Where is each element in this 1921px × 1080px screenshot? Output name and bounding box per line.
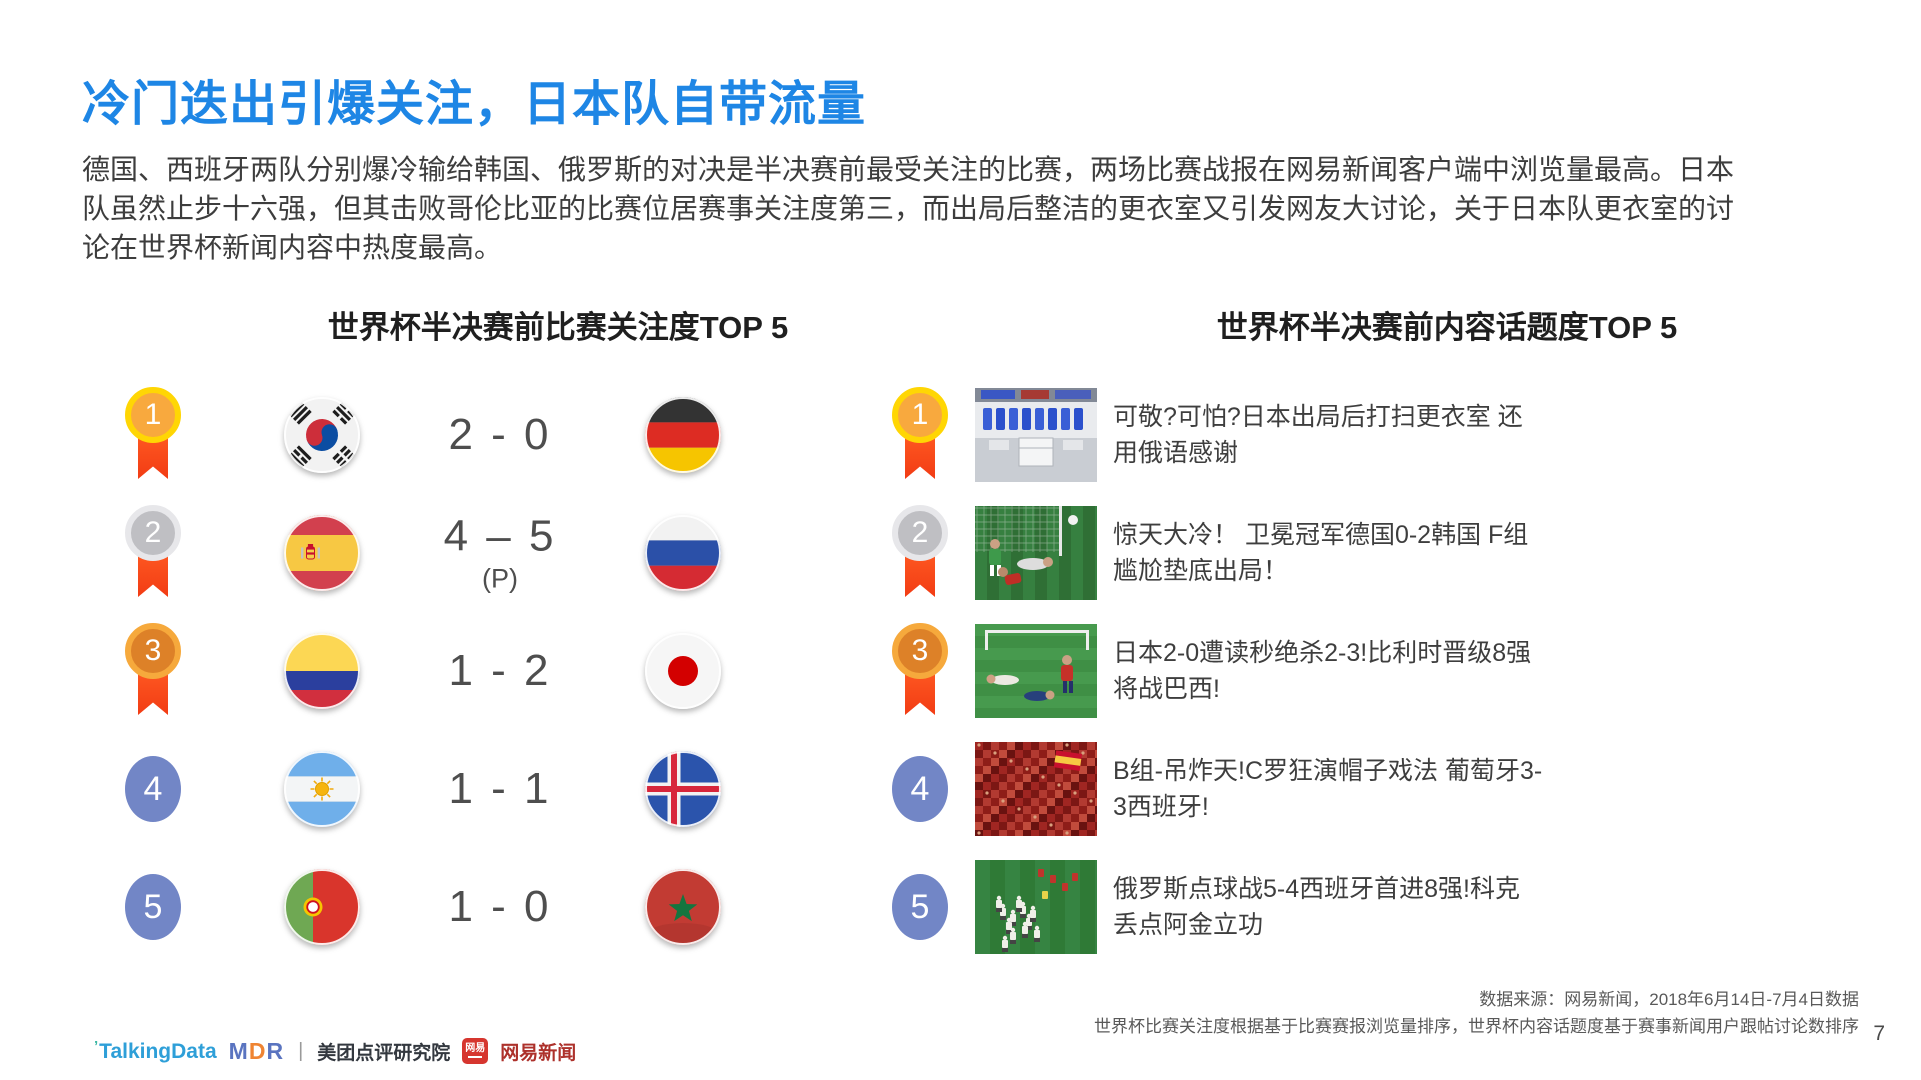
rank-1-medal-icon: 1 [892, 387, 948, 483]
match-ranking-list: 1 2 - 0 2 4 – 5 (P) 3 1 - 2 4 1 - 1 5 1 - 0 [125, 376, 775, 966]
flag-colombia-icon [284, 633, 360, 709]
team1-flag-slot [284, 515, 360, 591]
match-score: 1 - 2 [410, 646, 590, 696]
topic-row-1: 1 可敬?可怕?日本出局后打扫更衣室 还用俄语感谢 [880, 376, 1540, 494]
rank-5-medal-icon: 5 [892, 874, 948, 940]
penalty-note: (P) [482, 563, 518, 594]
talkingdata-logo: ’TalkingData [94, 1038, 217, 1063]
match-row-5: 5 1 - 0 [125, 848, 775, 966]
netease-app-icon: 网易 [462, 1038, 489, 1064]
team1-flag-slot [284, 397, 360, 473]
topic-row-2: 2 惊天大冷！ 卫冕冠军德国0-2韩国 F组尴尬垫底出局！ [880, 494, 1540, 612]
flag-spain-icon [284, 515, 360, 591]
news-headline: 日本2-0遭读秒绝杀2-3!比利时晋级8强将战巴西! [1113, 639, 1532, 703]
score-text: 4 – 5 [443, 511, 557, 561]
flag-russia-icon [645, 515, 721, 591]
rank-1-medal-icon: 1 [125, 387, 181, 483]
rank-2-medal-icon: 2 [892, 505, 948, 601]
topic-row-5: 5 俄罗斯点球战5-4西班牙首进8强!科克丢点阿金立功 [880, 848, 1540, 966]
news-thumbnail [975, 742, 1097, 836]
news-headline: 可敬?可怕?日本出局后打扫更衣室 还用俄语感谢 [1113, 403, 1523, 467]
news-thumbnail-players-down [975, 624, 1097, 718]
flag-argentina-icon [284, 751, 360, 827]
news-headline: 俄罗斯点球战5-4西班牙首进8强!科克丢点阿金立功 [1113, 875, 1520, 939]
flag-portugal-icon [284, 869, 360, 945]
page-title: 冷门迭出引爆关注，日本队自带流量 [82, 78, 867, 131]
flag-germany-icon [645, 397, 721, 473]
score-text: 1 - 2 [448, 646, 552, 695]
topic-row-4: 4 B组-吊炸天!C罗狂演帽子戏法 葡萄牙3-3西班牙! [880, 730, 1543, 848]
source-line-1: 数据来源：网易新闻，2018年6月14日-7月4日数据 [1479, 990, 1859, 1009]
score-text: 2 - 0 [448, 410, 552, 459]
news-thumbnail [975, 388, 1097, 482]
rank-5-medal-icon: 5 [125, 874, 181, 940]
team1-flag-slot [284, 633, 360, 709]
match-row-1: 1 2 - 0 [125, 376, 775, 494]
flag-south-korea-icon [284, 397, 360, 473]
score-text: 1 - 0 [448, 882, 552, 931]
match-panel-title: 世界杯半决赛前比赛关注度TOP 5 [327, 310, 789, 345]
data-source-note: 数据来源：网易新闻，2018年6月14日-7月4日数据 世界杯比赛关注度根据基于… [1094, 986, 1859, 1040]
topic-ranking-list: 1 可敬?可怕?日本出局后打扫更衣室 还用俄语感谢 2 惊天大冷！ 卫冕冠军德国0-2… [880, 376, 1543, 966]
page-number: 7 [1873, 1022, 1885, 1045]
score-text: 1 - 1 [448, 764, 552, 813]
news-headline: 惊天大冷！ 卫冕冠军德国0-2韩国 F组尴尬垫底出局！ [1113, 521, 1529, 585]
news-thumbnail-red-crowd [975, 742, 1097, 836]
team2-flag-slot [645, 869, 721, 945]
news-thumbnail-locker-room [975, 388, 1097, 482]
team2-flag-slot [645, 397, 721, 473]
news-headline: B组-吊炸天!C罗狂演帽子戏法 葡萄牙3-3西班牙! [1113, 757, 1543, 821]
match-row-2: 2 4 – 5 (P) [125, 494, 775, 612]
team2-flag-slot [645, 515, 721, 591]
flag-iceland-icon [645, 751, 721, 827]
news-thumbnail [975, 624, 1097, 718]
team2-flag-slot [645, 633, 721, 709]
team2-flag-slot [645, 751, 721, 827]
rank-3-medal-icon: 3 [125, 623, 181, 719]
match-score: 1 - 0 [410, 882, 590, 932]
flag-morocco-icon [645, 869, 721, 945]
match-score: 1 - 1 [410, 764, 590, 814]
mdr-logo: MDR [228, 1037, 285, 1064]
source-line-2: 世界杯比赛关注度根据基于比赛赛报浏览量排序，世界杯内容话题度基于赛事新闻用户跟帖… [1094, 1017, 1859, 1036]
match-row-3: 3 1 - 2 [125, 612, 775, 730]
match-score: 4 – 5 (P) [410, 512, 590, 595]
summary-paragraph: 德国、西班牙两队分别爆冷输给韩国、俄罗斯的对决是半决赛前最受关注的比赛，两场比赛… [82, 154, 1735, 263]
talkingdata-tick-icon: ’ [94, 1038, 99, 1055]
meituan-research-label: 美团点评研究院 [317, 1042, 451, 1064]
news-thumbnail-goal-scene [975, 506, 1097, 600]
rank-4-medal-icon: 4 [892, 756, 948, 822]
rank-4-medal-icon: 4 [125, 756, 181, 822]
team1-flag-slot [284, 869, 360, 945]
rank-2-medal-icon: 2 [125, 505, 181, 601]
topic-row-3: 3 日本2-0遭读秒绝杀2-3!比利时晋级8强将战巴西! [880, 612, 1540, 730]
netease-news-label: 网易新闻 [500, 1042, 577, 1064]
team1-flag-slot [284, 751, 360, 827]
news-thumbnail [975, 506, 1097, 600]
news-thumbnail-celebration [975, 860, 1097, 954]
match-row-4: 4 1 - 1 [125, 730, 775, 848]
topic-panel-title: 世界杯半决赛前内容话题度TOP 5 [1216, 310, 1678, 345]
rank-3-medal-icon: 3 [892, 623, 948, 719]
footer-logos: ’TalkingData MDR | 美团点评研究院 网易 网易新闻 [94, 1036, 576, 1066]
flag-japan-icon [645, 633, 721, 709]
match-score: 2 - 0 [410, 410, 590, 460]
news-thumbnail [975, 860, 1097, 954]
logo-separator: | [298, 1039, 304, 1062]
